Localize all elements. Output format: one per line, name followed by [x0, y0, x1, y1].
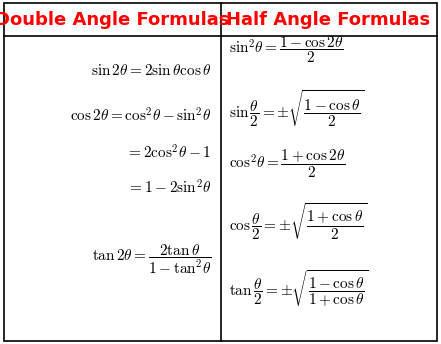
- Text: $\cos^2\!\theta = \dfrac{1+\cos 2\theta}{2}$: $\cos^2\!\theta = \dfrac{1+\cos 2\theta}…: [229, 147, 345, 180]
- Text: $\sin^2\!\theta = \dfrac{1-\cos 2\theta}{2}$: $\sin^2\!\theta = \dfrac{1-\cos 2\theta}…: [229, 34, 344, 65]
- Text: $\tan\dfrac{\theta}{2} = {\pm}\sqrt{\dfrac{1-\cos\theta}{1+\cos\theta}}$: $\tan\dfrac{\theta}{2} = {\pm}\sqrt{\dfr…: [229, 269, 369, 309]
- Text: $\cos\dfrac{\theta}{2} = {\pm}\sqrt{\dfrac{1+\cos\theta}{2}}$: $\cos\dfrac{\theta}{2} = {\pm}\sqrt{\dfr…: [229, 202, 367, 242]
- Text: $\sin\dfrac{\theta}{2} = {\pm}\sqrt{\dfrac{1-\cos\theta}{2}}$: $\sin\dfrac{\theta}{2} = {\pm}\sqrt{\dfr…: [229, 88, 365, 129]
- Text: Half Angle Formulas: Half Angle Formulas: [227, 11, 430, 29]
- Text: $\sin 2\theta = 2\sin\theta\cos\theta$: $\sin 2\theta = 2\sin\theta\cos\theta$: [91, 63, 212, 78]
- Text: $= 2\cos^2\!\theta - 1$: $= 2\cos^2\!\theta - 1$: [127, 144, 212, 162]
- Text: Double Angle Formulas: Double Angle Formulas: [0, 11, 230, 29]
- Text: $= 1 - 2\sin^2\!\theta$: $= 1 - 2\sin^2\!\theta$: [127, 179, 212, 196]
- Text: $\tan 2\theta = \dfrac{2\tan\theta}{1-\tan^2\!\theta}$: $\tan 2\theta = \dfrac{2\tan\theta}{1-\t…: [92, 243, 212, 276]
- Text: $\cos 2\theta = \cos^2\!\theta - \sin^2\!\theta$: $\cos 2\theta = \cos^2\!\theta - \sin^2\…: [71, 106, 212, 124]
